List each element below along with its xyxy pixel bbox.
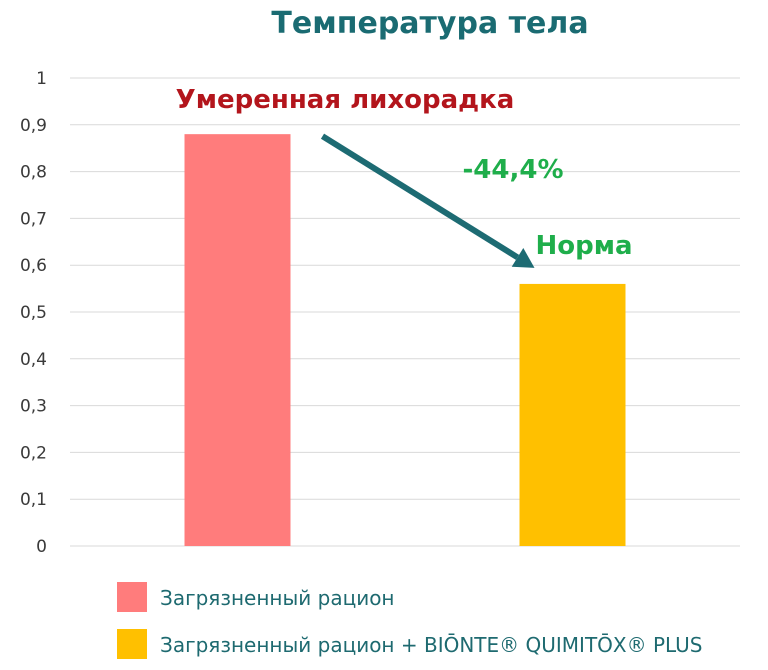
bar-2 [519, 283, 626, 546]
y-tick-label: 0,5 [20, 303, 47, 323]
y-tick-label: 0,3 [20, 397, 47, 417]
change-arrow-head [511, 248, 535, 268]
y-tick-label: 0,6 [20, 256, 47, 276]
chart-title: Температура тела [271, 6, 588, 41]
y-tick-label: 0,8 [20, 163, 47, 183]
legend-label-1: Загрязненный рацион [160, 586, 395, 610]
bars [184, 134, 626, 546]
y-tick-label: 0,4 [20, 350, 47, 370]
annotation-delta-label: -44,4% [463, 155, 564, 185]
legend: Загрязненный рацион Загрязненный рацион +… [117, 582, 703, 659]
change-arrow-shaft [320, 133, 520, 260]
legend-swatch-2 [117, 629, 147, 659]
y-tick-label: 0,7 [20, 209, 47, 229]
y-tick-label: 0 [36, 537, 47, 557]
y-tick-label: 0,9 [20, 116, 47, 136]
y-tick-label: 0,2 [20, 443, 47, 463]
legend-swatch-1 [117, 582, 147, 612]
annotation-fever-label: Умеренная лихорадка [176, 85, 515, 115]
legend-label-2: Загрязненный рацион + BIŌNTE® QUIMITŌX® … [160, 633, 703, 657]
y-tick-label: 0,1 [20, 490, 47, 510]
bar-1 [184, 134, 291, 546]
y-axis-ticks: 0 0,1 0,2 0,3 0,4 0,5 0,6 0,7 0,8 0,9 1 [20, 69, 47, 557]
change-arrow-group [320, 133, 535, 268]
annotation-norm-label: Норма [535, 231, 632, 261]
gridlines [70, 77, 740, 547]
y-tick-label: 1 [36, 69, 47, 89]
